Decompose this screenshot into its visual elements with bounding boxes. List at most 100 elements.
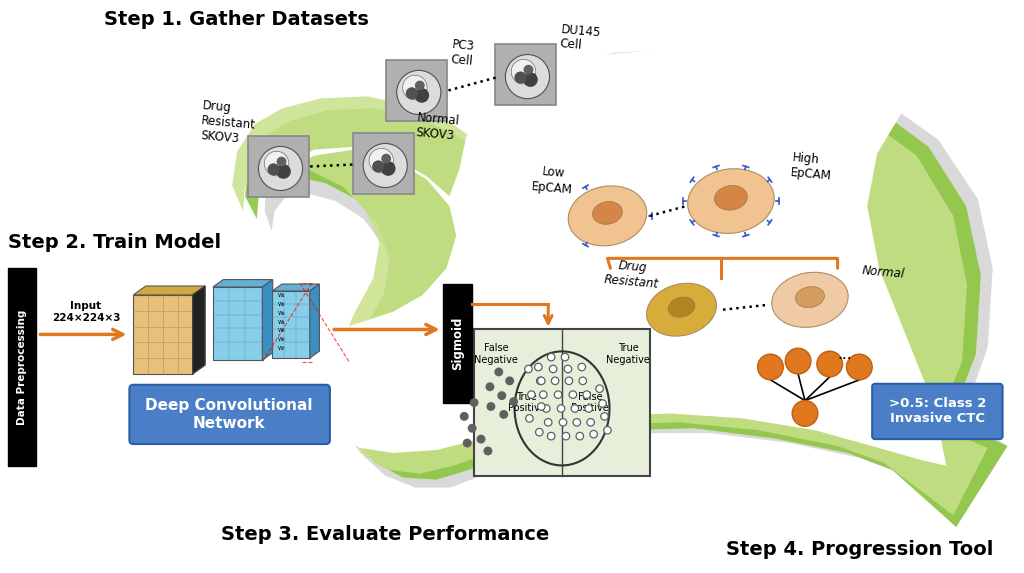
- Ellipse shape: [669, 297, 695, 317]
- Circle shape: [276, 156, 287, 166]
- Circle shape: [415, 88, 429, 103]
- Circle shape: [381, 161, 395, 176]
- Text: ...: ...: [838, 347, 852, 362]
- Circle shape: [540, 391, 547, 398]
- Polygon shape: [279, 45, 946, 466]
- Polygon shape: [495, 44, 556, 105]
- Circle shape: [476, 435, 485, 444]
- Text: Low
EpCAM: Low EpCAM: [531, 164, 574, 196]
- Circle shape: [463, 438, 472, 448]
- Circle shape: [509, 397, 518, 406]
- Circle shape: [460, 412, 469, 421]
- Circle shape: [564, 365, 571, 372]
- Text: False
Negative: False Negative: [474, 343, 518, 365]
- Circle shape: [538, 403, 545, 410]
- Text: Drug
Resistant: Drug Resistant: [603, 258, 660, 291]
- Circle shape: [758, 354, 783, 380]
- Polygon shape: [133, 295, 193, 374]
- Polygon shape: [272, 284, 319, 291]
- Text: W₁: W₁: [279, 293, 286, 298]
- Circle shape: [587, 418, 594, 426]
- Circle shape: [536, 429, 543, 436]
- Text: True
Positive: True Positive: [508, 392, 546, 413]
- Circle shape: [514, 72, 526, 84]
- Circle shape: [562, 433, 569, 440]
- Circle shape: [565, 377, 572, 384]
- Ellipse shape: [796, 286, 824, 308]
- Circle shape: [599, 400, 606, 407]
- Text: Drug
Resistant
SKOV3: Drug Resistant SKOV3: [200, 99, 258, 147]
- Circle shape: [264, 151, 289, 176]
- Polygon shape: [232, 63, 988, 515]
- Polygon shape: [272, 291, 309, 358]
- Ellipse shape: [593, 202, 623, 224]
- Text: DU145
Cell: DU145 Cell: [559, 22, 601, 54]
- Polygon shape: [309, 284, 319, 358]
- Circle shape: [573, 418, 581, 426]
- Circle shape: [559, 418, 566, 426]
- Circle shape: [258, 147, 302, 190]
- Text: Deep Convolutional
Network: Deep Convolutional Network: [145, 398, 313, 431]
- Circle shape: [485, 382, 495, 391]
- Circle shape: [470, 398, 478, 407]
- Circle shape: [561, 354, 568, 361]
- Circle shape: [551, 377, 559, 384]
- Text: True
Negative: True Negative: [606, 343, 650, 365]
- Circle shape: [571, 405, 579, 412]
- Circle shape: [527, 391, 536, 398]
- Circle shape: [415, 81, 425, 91]
- Polygon shape: [474, 329, 650, 476]
- Text: Normal: Normal: [861, 264, 905, 281]
- Circle shape: [525, 415, 534, 422]
- Polygon shape: [193, 286, 205, 374]
- Text: >0.5: Class 2
Invasive CTC: >0.5: Class 2 Invasive CTC: [889, 398, 986, 425]
- Polygon shape: [352, 133, 414, 194]
- Circle shape: [817, 351, 843, 377]
- Circle shape: [569, 391, 577, 398]
- Circle shape: [402, 75, 427, 100]
- Circle shape: [579, 377, 587, 384]
- Circle shape: [537, 377, 544, 384]
- Polygon shape: [386, 60, 447, 121]
- Circle shape: [583, 391, 591, 398]
- Polygon shape: [213, 280, 272, 287]
- Circle shape: [535, 363, 542, 371]
- Polygon shape: [193, 286, 205, 374]
- Ellipse shape: [646, 283, 717, 336]
- Circle shape: [554, 391, 562, 398]
- Text: W₅: W₅: [279, 328, 286, 333]
- Text: W₇: W₇: [279, 346, 286, 351]
- Ellipse shape: [568, 186, 647, 246]
- FancyBboxPatch shape: [129, 385, 330, 444]
- Circle shape: [369, 148, 393, 173]
- Circle shape: [500, 410, 508, 419]
- Circle shape: [543, 405, 550, 412]
- Circle shape: [538, 377, 545, 384]
- Circle shape: [506, 54, 550, 99]
- Circle shape: [523, 65, 534, 74]
- FancyBboxPatch shape: [442, 284, 472, 403]
- Circle shape: [511, 60, 536, 84]
- Text: Step 1. Gather Datasets: Step 1. Gather Datasets: [103, 10, 369, 29]
- Circle shape: [793, 401, 818, 426]
- Text: Normal
SKOV3: Normal SKOV3: [415, 111, 460, 143]
- Circle shape: [785, 348, 811, 374]
- Ellipse shape: [715, 186, 748, 210]
- FancyBboxPatch shape: [8, 268, 36, 466]
- Circle shape: [601, 413, 608, 420]
- Circle shape: [483, 446, 493, 456]
- Text: High
EpCAM: High EpCAM: [791, 151, 834, 182]
- Circle shape: [524, 365, 532, 372]
- Circle shape: [276, 164, 291, 179]
- Text: Sigmoid: Sigmoid: [451, 317, 464, 370]
- Text: Input
224×224×3: Input 224×224×3: [51, 301, 120, 323]
- Circle shape: [523, 72, 538, 87]
- Circle shape: [498, 391, 506, 400]
- Circle shape: [495, 367, 503, 376]
- Circle shape: [577, 433, 584, 440]
- Circle shape: [604, 426, 611, 434]
- Circle shape: [585, 405, 593, 412]
- Circle shape: [578, 363, 586, 371]
- Polygon shape: [133, 286, 205, 295]
- Polygon shape: [262, 280, 272, 360]
